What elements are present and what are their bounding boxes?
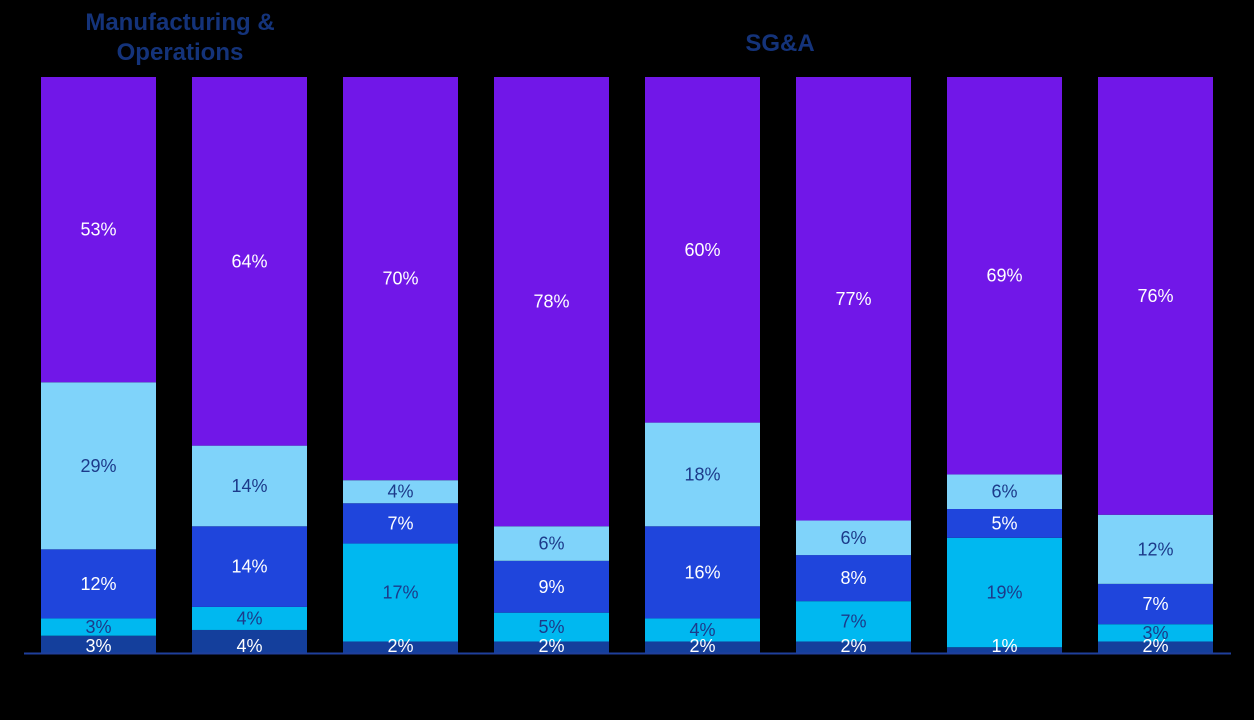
data-label: 69% bbox=[986, 266, 1022, 286]
data-label: 19% bbox=[986, 583, 1022, 603]
bar-segment bbox=[343, 77, 458, 481]
bar-segment bbox=[343, 641, 458, 653]
group-title-manufacturing: Manufacturing & Operations bbox=[85, 9, 275, 66]
bar-segment bbox=[41, 77, 156, 383]
data-label: 9% bbox=[538, 577, 564, 597]
bar-segment bbox=[494, 612, 609, 642]
data-label: 2% bbox=[387, 636, 413, 656]
bar-segment bbox=[41, 635, 156, 653]
data-label: 14% bbox=[231, 476, 267, 496]
bar-segment bbox=[645, 526, 760, 619]
data-label: 2% bbox=[689, 636, 715, 656]
data-label: 7% bbox=[840, 611, 866, 631]
data-label: 12% bbox=[1137, 539, 1173, 559]
data-label: 2% bbox=[1142, 636, 1168, 656]
bar-segment bbox=[494, 77, 609, 527]
data-label: 12% bbox=[80, 574, 116, 594]
bar-segment bbox=[796, 601, 911, 642]
data-label: 64% bbox=[231, 251, 267, 271]
bar-segment bbox=[343, 543, 458, 642]
data-label: 5% bbox=[538, 617, 564, 637]
bar-segment bbox=[1098, 583, 1213, 625]
bar-segment bbox=[645, 641, 760, 653]
group-title-sga: SG&A bbox=[745, 30, 815, 57]
bar-segment bbox=[41, 618, 156, 636]
data-label: 4% bbox=[689, 620, 715, 640]
data-label: 78% bbox=[533, 292, 569, 312]
bar-segment bbox=[645, 77, 760, 423]
bar-segment bbox=[947, 77, 1062, 475]
data-label: 18% bbox=[684, 464, 720, 484]
data-label: 53% bbox=[80, 220, 116, 240]
data-label: 5% bbox=[991, 513, 1017, 533]
data-label: 8% bbox=[840, 568, 866, 588]
data-label: 16% bbox=[684, 562, 720, 582]
data-label: 3% bbox=[1142, 623, 1168, 643]
data-label: 7% bbox=[1142, 594, 1168, 614]
bar-segment bbox=[645, 422, 760, 527]
bar-segment bbox=[1098, 641, 1213, 653]
bar-segment bbox=[796, 77, 911, 521]
bar-segment bbox=[947, 474, 1062, 509]
data-label: 2% bbox=[538, 636, 564, 656]
bar-segment bbox=[192, 629, 307, 653]
data-label: 7% bbox=[387, 513, 413, 533]
bar-segment bbox=[1098, 77, 1213, 515]
data-label: 4% bbox=[387, 482, 413, 502]
data-label: 14% bbox=[231, 557, 267, 577]
bar-segment bbox=[494, 526, 609, 561]
bar-segment bbox=[41, 549, 156, 619]
bar-segment bbox=[645, 618, 760, 642]
data-label: 3% bbox=[85, 617, 111, 637]
data-label: 60% bbox=[684, 240, 720, 260]
bar-segment bbox=[192, 77, 307, 446]
bar-segment bbox=[1098, 514, 1213, 584]
data-label: 17% bbox=[382, 583, 418, 603]
data-label: 6% bbox=[840, 528, 866, 548]
bar-segment bbox=[947, 537, 1062, 648]
bar-segment bbox=[947, 647, 1062, 653]
bar-segment bbox=[192, 606, 307, 630]
bar-segment bbox=[796, 555, 911, 602]
bar-segment bbox=[192, 526, 307, 607]
data-label: 2% bbox=[840, 636, 866, 656]
bar-segment bbox=[343, 480, 458, 504]
bar-segment bbox=[192, 445, 307, 527]
data-label: 1% bbox=[991, 636, 1017, 656]
bar-segment bbox=[796, 520, 911, 556]
data-label: 77% bbox=[835, 289, 871, 309]
bar-segment bbox=[947, 509, 1062, 538]
bar-segment bbox=[41, 382, 156, 550]
data-label: 6% bbox=[538, 534, 564, 554]
bar-segment bbox=[494, 641, 609, 653]
data-label: 4% bbox=[236, 636, 262, 656]
bar-segment bbox=[494, 560, 609, 613]
data-label: 76% bbox=[1137, 286, 1173, 306]
data-label: 4% bbox=[236, 608, 262, 628]
data-label: 3% bbox=[85, 636, 111, 656]
bar-segment bbox=[796, 641, 911, 653]
bar-segment bbox=[1098, 624, 1213, 642]
data-label: 70% bbox=[382, 269, 418, 289]
data-label: 29% bbox=[80, 456, 116, 476]
bar-segment bbox=[343, 503, 458, 544]
data-label: 6% bbox=[991, 482, 1017, 502]
